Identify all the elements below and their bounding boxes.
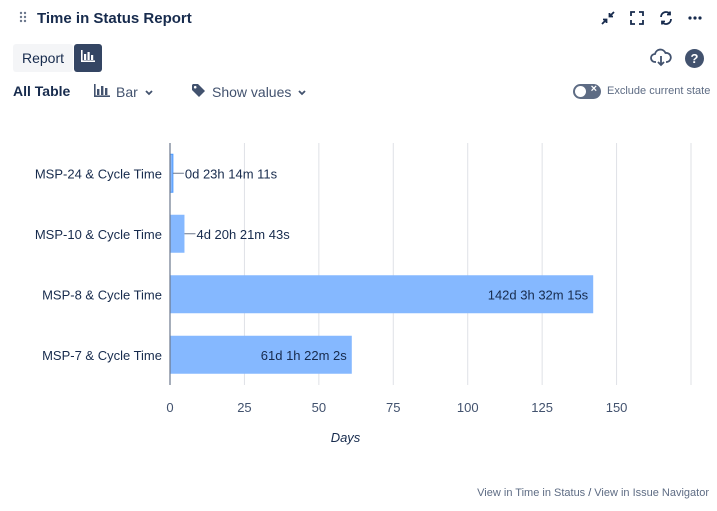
x-tick-label: 100 bbox=[457, 400, 479, 415]
footer-separator: / bbox=[588, 487, 592, 499]
chevron-down-icon bbox=[144, 84, 154, 100]
cycle-time-bar-chart: 0 25 50 75 100 125 150 Days MSP-24 & Cycle Time 0… bbox=[35, 143, 692, 445]
chart-view-button[interactable] bbox=[74, 44, 102, 72]
category-label: MSP-8 & Cycle Time bbox=[42, 287, 162, 302]
refresh-icon[interactable] bbox=[656, 8, 676, 28]
view-in-time-in-status-link[interactable]: View in Time in Status bbox=[477, 487, 586, 499]
x-tick-label: 125 bbox=[531, 400, 553, 415]
data-label: 4d 20h 21m 43s bbox=[196, 227, 290, 242]
view-in-issue-navigator-link[interactable]: View in Issue Navigator bbox=[594, 487, 709, 499]
scope-label[interactable]: All Table bbox=[13, 83, 71, 99]
chart-type-label: Bar bbox=[116, 84, 138, 100]
page-title: Time in Status Report bbox=[37, 10, 192, 27]
data-label: 0d 23h 14m 11s bbox=[185, 166, 278, 181]
bar-chart-small-icon bbox=[94, 84, 110, 100]
x-tick-label: 25 bbox=[237, 400, 251, 415]
category-label: MSP-7 & Cycle Time bbox=[42, 348, 162, 363]
tag-icon bbox=[191, 83, 206, 101]
show-values-select[interactable]: Show values bbox=[191, 82, 307, 102]
report-header: Time in Status Report bbox=[0, 0, 717, 38]
bar bbox=[170, 275, 594, 314]
svg-text:?: ? bbox=[691, 51, 699, 66]
help-icon[interactable]: ? bbox=[684, 48, 705, 69]
toggle-knob bbox=[575, 86, 586, 97]
bar-chart-icon bbox=[80, 49, 96, 68]
x-axis-label: Days bbox=[331, 430, 361, 445]
category-label: MSP-10 & Cycle Time bbox=[35, 227, 162, 242]
cloud-download-icon[interactable] bbox=[650, 48, 672, 70]
exclude-current-state-toggle[interactable]: × bbox=[573, 83, 601, 99]
bar bbox=[170, 214, 185, 253]
footer-links: View in Time in Status / View in Issue Nav… bbox=[477, 487, 709, 499]
chart-type-select[interactable]: Bar bbox=[94, 82, 154, 102]
report-button[interactable]: Report bbox=[13, 44, 73, 72]
x-tick-label: 75 bbox=[386, 400, 400, 415]
exclude-current-state-label: Exclude current state bbox=[607, 85, 711, 97]
x-tick-label: 0 bbox=[166, 400, 173, 415]
data-label: 61d 1h 22m 2s bbox=[261, 348, 348, 363]
chevron-down-icon bbox=[297, 84, 307, 100]
data-label: 142d 3h 32m 15s bbox=[488, 287, 589, 302]
bar bbox=[170, 335, 352, 374]
x-tick-label: 50 bbox=[312, 400, 326, 415]
show-values-label: Show values bbox=[212, 84, 292, 100]
collapse-icon[interactable] bbox=[598, 8, 618, 28]
category-label: MSP-24 & Cycle Time bbox=[35, 166, 162, 181]
drag-handle-icon[interactable] bbox=[19, 11, 27, 26]
fullscreen-icon[interactable] bbox=[627, 8, 647, 28]
close-icon: × bbox=[590, 83, 597, 95]
x-tick-label: 150 bbox=[606, 400, 628, 415]
more-icon[interactable] bbox=[685, 8, 705, 28]
